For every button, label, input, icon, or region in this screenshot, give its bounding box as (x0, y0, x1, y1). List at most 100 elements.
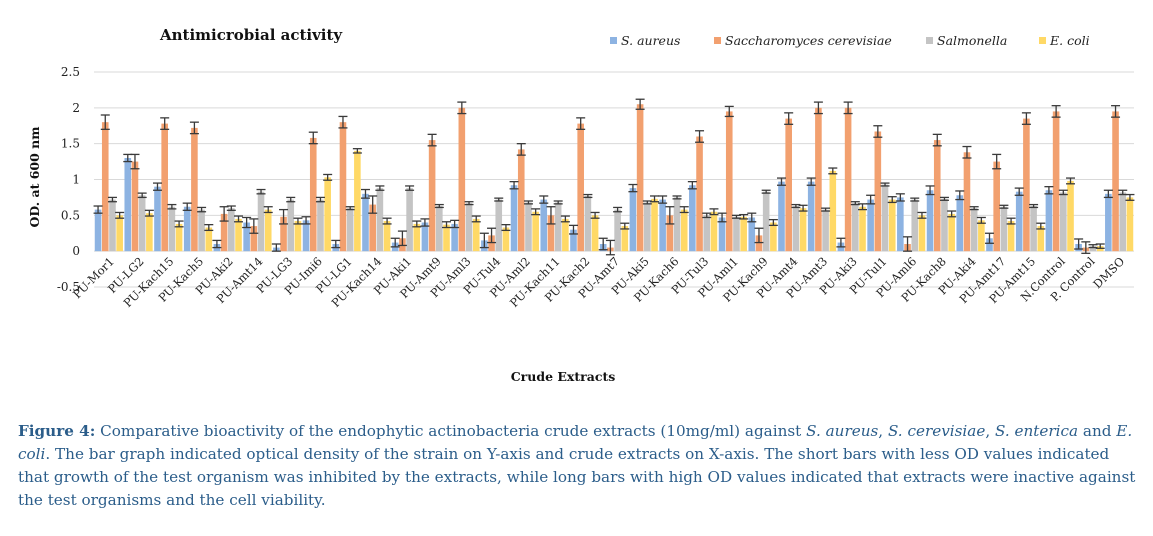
bar (636, 104, 644, 252)
bar (852, 203, 859, 252)
species-ecoli: E. coli (18, 422, 1133, 463)
bar (740, 216, 747, 252)
figure-label: Figure 4: (18, 422, 96, 440)
bar (725, 111, 733, 252)
bar (859, 206, 866, 252)
bar (1052, 111, 1060, 252)
bar (161, 123, 168, 252)
bar (1119, 192, 1127, 252)
bar (309, 137, 317, 252)
legend-swatch (1039, 37, 1046, 44)
bar (867, 199, 874, 252)
bar (881, 184, 889, 252)
bar (1105, 193, 1112, 252)
bar (280, 216, 287, 252)
bar (897, 197, 904, 252)
bar (154, 186, 161, 252)
bar (822, 209, 829, 252)
bar (205, 227, 213, 252)
bar (346, 208, 354, 252)
bar (978, 220, 985, 252)
bar (755, 235, 763, 252)
bar (562, 218, 569, 252)
x-axis-labels: PU-Mor1PU-LG2PU-Kach15PU-Kach5PU-Aki2PU-… (70, 254, 1127, 310)
error-bars (93, 98, 1135, 256)
bar (317, 199, 324, 252)
bar (970, 208, 978, 252)
y-tick-label: 1.5 (61, 137, 80, 151)
y-tick-label: -0.5 (57, 280, 80, 294)
bar (168, 206, 176, 252)
bar (651, 198, 658, 252)
bar (584, 195, 592, 252)
bar (510, 185, 518, 252)
bar (799, 208, 807, 252)
bar (517, 149, 525, 252)
bar (948, 213, 955, 252)
chart-legend: S. aureus Saccharomyces cerevisiae Salmone… (610, 33, 1090, 48)
bar (807, 181, 815, 252)
bar (94, 209, 102, 252)
bar (554, 202, 562, 252)
bar (362, 193, 369, 252)
bar (926, 190, 934, 252)
bar (733, 216, 740, 252)
species-enterica: S. enterica (995, 422, 1079, 440)
bar (1126, 197, 1134, 252)
bars (94, 104, 1134, 252)
legend-swatch (926, 37, 933, 44)
bar (183, 206, 191, 252)
bar (198, 209, 205, 252)
bar (250, 226, 258, 252)
y-axis-ticks: -0.5 0 0.5 1 1.5 2 2.5 (57, 65, 80, 294)
bar (792, 206, 800, 252)
bar (495, 199, 503, 252)
bar (324, 177, 331, 252)
bar (1067, 180, 1074, 252)
bar (101, 122, 109, 252)
bar (436, 206, 443, 252)
bar (570, 229, 577, 252)
bar (472, 218, 480, 252)
bar (383, 221, 391, 252)
bar (540, 199, 548, 252)
bar (228, 208, 235, 252)
bar (963, 152, 971, 252)
bar (458, 107, 466, 252)
bar (1007, 221, 1015, 252)
legend-label: Saccharomyces cerevisiae (725, 33, 892, 48)
bar (532, 211, 539, 252)
bar (874, 131, 882, 252)
bar (287, 199, 295, 252)
bar (748, 217, 756, 252)
caption-sep: , (878, 422, 888, 440)
legend-swatch (610, 37, 617, 44)
y-tick-label: 2.5 (61, 65, 80, 79)
bar (718, 217, 726, 252)
bar (918, 215, 926, 252)
bar (354, 150, 361, 252)
bar (829, 170, 837, 252)
bar (131, 161, 139, 252)
bar (1060, 192, 1067, 252)
x-tick-label: DMSO (1090, 254, 1127, 291)
bar (465, 203, 473, 252)
bar (844, 107, 852, 252)
bar (376, 188, 384, 252)
species-cerevisiae: S. cerevisiae (887, 422, 986, 440)
bar (689, 185, 696, 252)
bar (138, 195, 146, 252)
figure-caption: Figure 4: Comparative bioactivity of the… (18, 420, 1143, 512)
bar (673, 197, 681, 252)
bar (1112, 111, 1119, 252)
bar (235, 218, 242, 252)
bar (941, 198, 948, 252)
bar (428, 140, 436, 252)
bar (257, 191, 265, 252)
bar (451, 223, 458, 252)
bar (294, 221, 302, 252)
bar (888, 199, 896, 252)
bar (191, 127, 198, 252)
bar (443, 224, 450, 252)
bar (124, 158, 132, 252)
